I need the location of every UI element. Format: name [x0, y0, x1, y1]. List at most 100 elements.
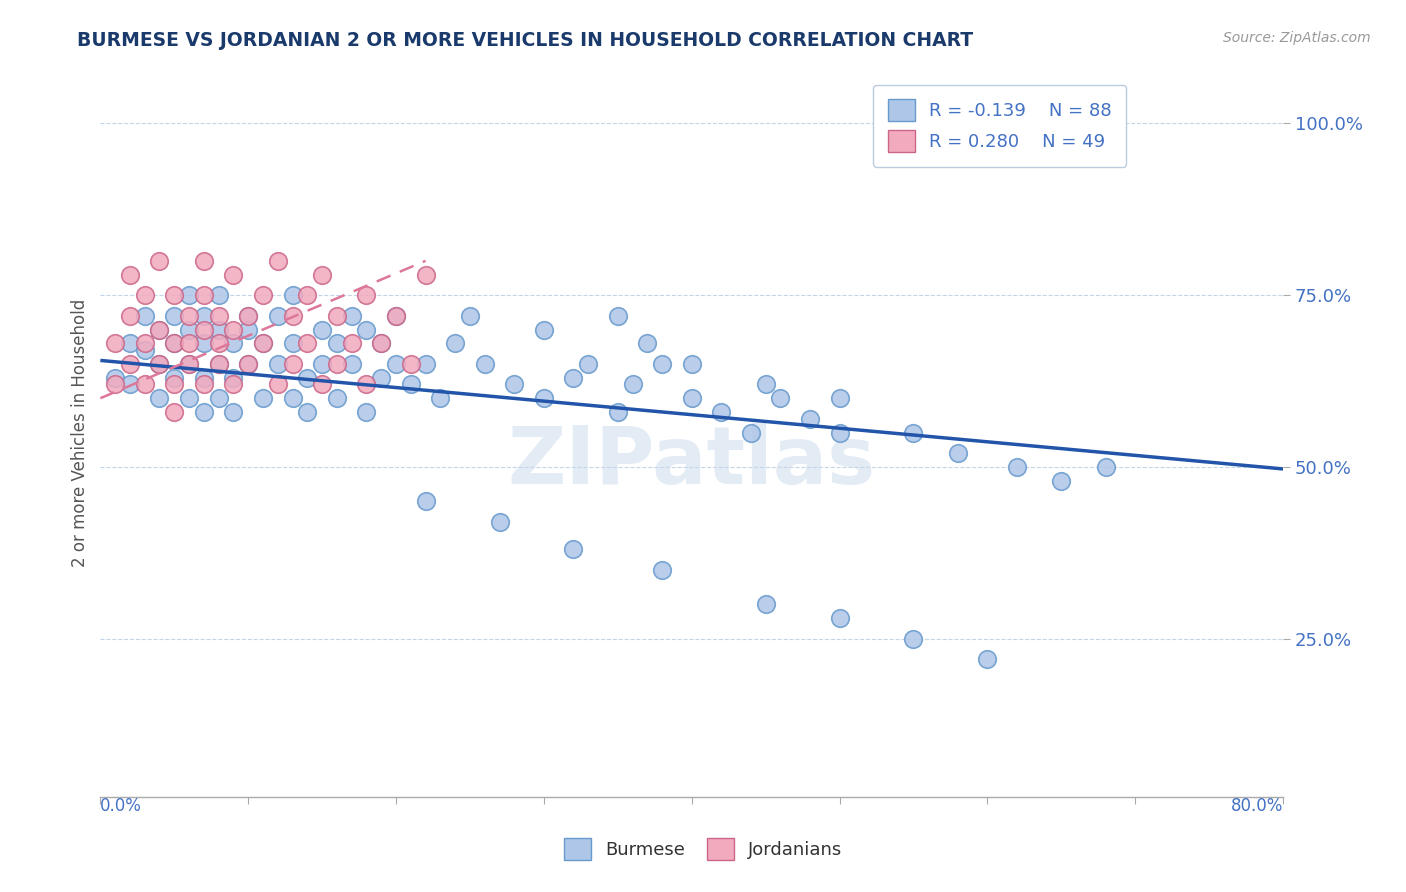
- Point: [193, 288, 215, 302]
- Point: [356, 322, 378, 336]
- Point: [222, 377, 245, 392]
- Point: [533, 391, 555, 405]
- Point: [1005, 459, 1028, 474]
- Point: [311, 322, 333, 336]
- Point: [193, 405, 215, 419]
- Point: [193, 309, 215, 323]
- Point: [222, 322, 245, 336]
- Point: [148, 357, 170, 371]
- Point: [267, 253, 290, 268]
- Point: [340, 357, 363, 371]
- Point: [415, 268, 437, 282]
- Point: [193, 370, 215, 384]
- Point: [267, 357, 290, 371]
- Point: [356, 288, 378, 302]
- Point: [104, 370, 127, 384]
- Point: [177, 357, 200, 371]
- Point: [281, 288, 304, 302]
- Text: 80.0%: 80.0%: [1230, 797, 1284, 814]
- Point: [399, 377, 422, 392]
- Point: [118, 309, 141, 323]
- Point: [118, 268, 141, 282]
- Point: [252, 336, 274, 351]
- Point: [651, 357, 673, 371]
- Point: [356, 405, 378, 419]
- Point: [503, 377, 526, 392]
- Point: [976, 652, 998, 666]
- Point: [326, 357, 349, 371]
- Point: [163, 370, 186, 384]
- Point: [681, 391, 703, 405]
- Point: [177, 391, 200, 405]
- Point: [193, 253, 215, 268]
- Point: [207, 357, 229, 371]
- Point: [148, 322, 170, 336]
- Y-axis label: 2 or more Vehicles in Household: 2 or more Vehicles in Household: [72, 299, 89, 566]
- Point: [606, 405, 628, 419]
- Point: [177, 322, 200, 336]
- Point: [297, 288, 319, 302]
- Point: [238, 357, 260, 371]
- Point: [177, 288, 200, 302]
- Point: [163, 405, 186, 419]
- Point: [311, 357, 333, 371]
- Point: [356, 377, 378, 392]
- Point: [474, 357, 496, 371]
- Point: [946, 446, 969, 460]
- Point: [370, 336, 392, 351]
- Point: [311, 268, 333, 282]
- Point: [252, 288, 274, 302]
- Point: [903, 425, 925, 440]
- Point: [177, 309, 200, 323]
- Point: [769, 391, 792, 405]
- Point: [340, 336, 363, 351]
- Point: [163, 309, 186, 323]
- Point: [222, 268, 245, 282]
- Legend: Burmese, Jordanians: Burmese, Jordanians: [557, 830, 849, 867]
- Point: [148, 322, 170, 336]
- Point: [134, 343, 156, 358]
- Point: [326, 391, 349, 405]
- Point: [903, 632, 925, 646]
- Point: [207, 336, 229, 351]
- Text: Source: ZipAtlas.com: Source: ZipAtlas.com: [1223, 31, 1371, 45]
- Point: [799, 412, 821, 426]
- Point: [576, 357, 599, 371]
- Point: [370, 336, 392, 351]
- Point: [681, 357, 703, 371]
- Point: [134, 309, 156, 323]
- Point: [311, 377, 333, 392]
- Point: [828, 425, 851, 440]
- Point: [148, 253, 170, 268]
- Point: [385, 357, 408, 371]
- Point: [238, 322, 260, 336]
- Point: [281, 336, 304, 351]
- Text: 0.0%: 0.0%: [100, 797, 142, 814]
- Point: [177, 357, 200, 371]
- Point: [370, 370, 392, 384]
- Point: [193, 322, 215, 336]
- Point: [222, 405, 245, 419]
- Point: [281, 309, 304, 323]
- Point: [238, 357, 260, 371]
- Point: [326, 336, 349, 351]
- Point: [238, 309, 260, 323]
- Point: [385, 309, 408, 323]
- Point: [252, 336, 274, 351]
- Legend: R = -0.139    N = 88, R = 0.280    N = 49: R = -0.139 N = 88, R = 0.280 N = 49: [873, 85, 1126, 167]
- Point: [207, 322, 229, 336]
- Point: [533, 322, 555, 336]
- Point: [222, 336, 245, 351]
- Point: [193, 377, 215, 392]
- Point: [134, 336, 156, 351]
- Point: [755, 597, 778, 611]
- Point: [740, 425, 762, 440]
- Point: [163, 336, 186, 351]
- Point: [415, 494, 437, 508]
- Point: [281, 357, 304, 371]
- Point: [1050, 474, 1073, 488]
- Point: [385, 309, 408, 323]
- Point: [281, 391, 304, 405]
- Point: [118, 336, 141, 351]
- Point: [606, 309, 628, 323]
